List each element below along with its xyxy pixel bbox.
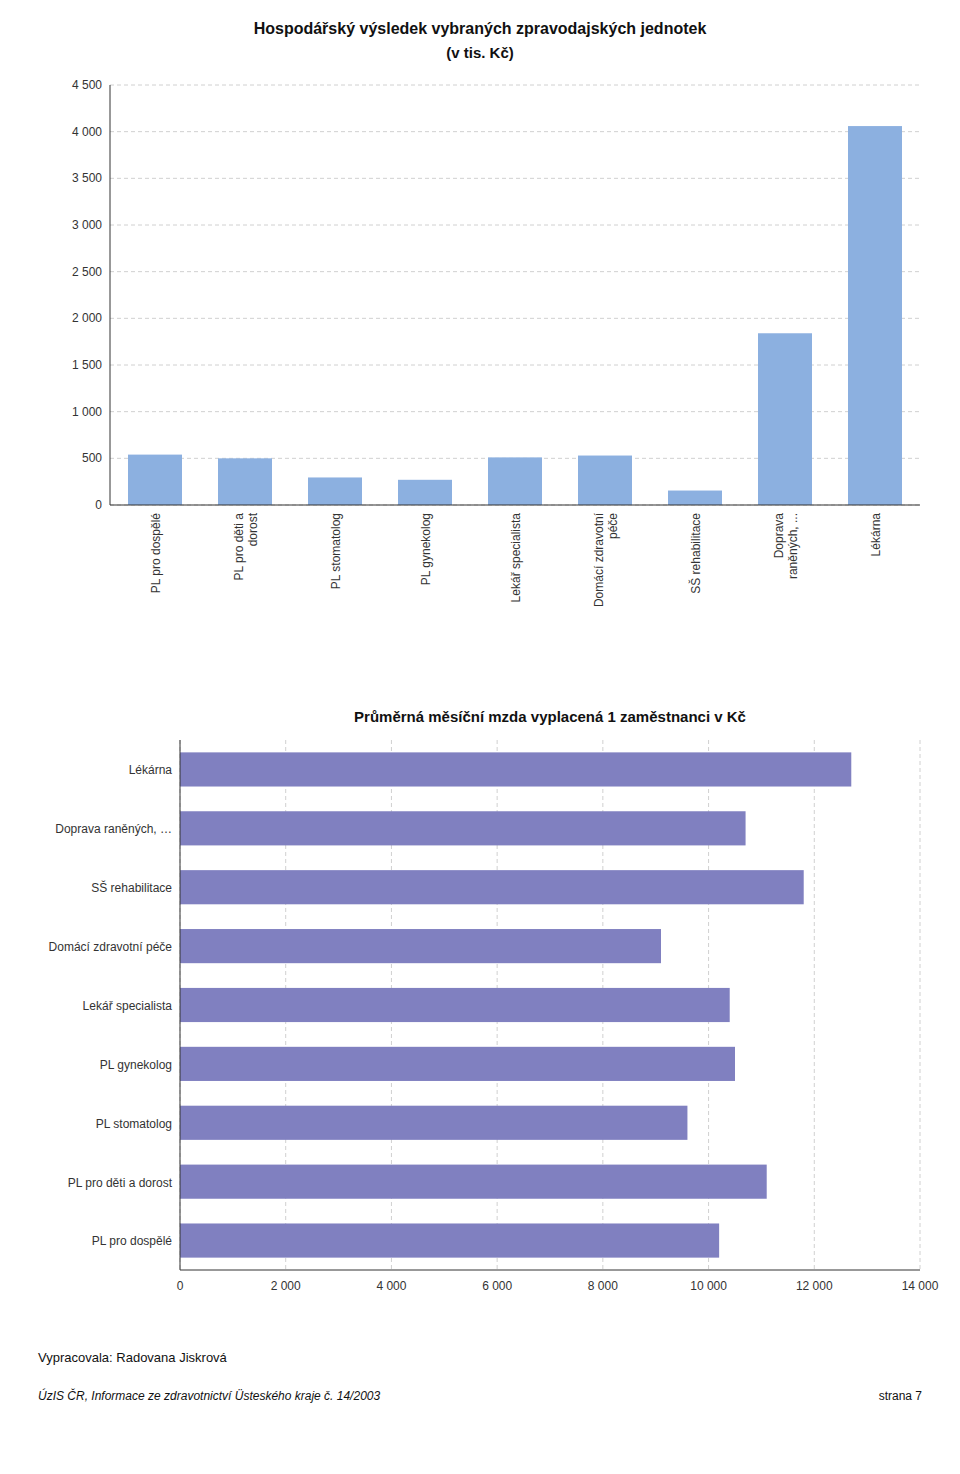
- bar: [398, 480, 452, 505]
- grid-line: [110, 131, 920, 132]
- grid-line: [110, 505, 920, 506]
- bar: [180, 870, 804, 904]
- y-tick-label: Lekář specialista: [83, 999, 173, 1013]
- y-tick-label: 3 000: [72, 218, 102, 232]
- bar: [128, 455, 182, 505]
- y-tick-label: 1 000: [72, 405, 102, 419]
- y-tick-label: Lékárna: [129, 763, 173, 777]
- annotation: strana 7: [879, 1389, 923, 1403]
- y-tick-label: PL gynekolog: [100, 1058, 172, 1072]
- x-tick-label: PL stomatolog: [329, 513, 343, 589]
- bar: [180, 988, 730, 1022]
- grid-line: [110, 225, 920, 226]
- x-tick-label: Dopravaraněných, ...: [772, 513, 800, 579]
- bar: [578, 456, 632, 505]
- x-tick-label: PL gynekolog: [419, 513, 433, 585]
- y-tick-label: Domácí zdravotní péče: [49, 940, 173, 954]
- y-axis-line: [180, 740, 181, 1270]
- x-tick-label: Lekář specialista: [509, 513, 523, 603]
- x-axis-line: [110, 505, 920, 506]
- grid-line: [110, 178, 920, 179]
- page: Hospodářský výsledek vybraných zpravodaj…: [0, 0, 960, 1474]
- x-tick-label: 8 000: [588, 1279, 618, 1293]
- bar: [180, 811, 746, 845]
- bar: [488, 457, 542, 505]
- y-tick-label: 2 500: [72, 265, 102, 279]
- y-tick-label: 1 500: [72, 358, 102, 372]
- grid-line: [110, 318, 920, 319]
- y-tick-label: 500: [82, 451, 102, 465]
- y-tick-label: Doprava raněných, …: [55, 822, 172, 836]
- x-tick-label: 6 000: [482, 1279, 512, 1293]
- y-tick-label: 0: [95, 498, 102, 512]
- y-tick-label: 3 500: [72, 171, 102, 185]
- y-tick-label: PL pro děti a dorost: [68, 1176, 173, 1190]
- title: Hospodářský výsledek vybraných zpravodaj…: [254, 20, 707, 37]
- annotation: Vypracovala: Radovana Jiskrová: [38, 1350, 228, 1365]
- bar: [180, 929, 661, 963]
- y-axis-line: [110, 85, 111, 505]
- bar: [180, 1106, 687, 1140]
- y-tick-label: 4 000: [72, 125, 102, 139]
- x-tick-label: 14 000: [902, 1279, 939, 1293]
- annotation: ÚzIS ČR, Informace ze zdravotnictví Üste…: [38, 1388, 380, 1403]
- x-tick-label: 0: [177, 1279, 184, 1293]
- bar: [218, 458, 272, 505]
- y-tick-label: SŠ rehabilitace: [91, 880, 172, 895]
- subtitle: (v tis. Kč): [446, 44, 514, 61]
- x-tick-label: Lékárna: [869, 513, 883, 557]
- x-tick-label: 4 000: [376, 1279, 406, 1293]
- bar: [180, 1223, 719, 1257]
- x-axis-line: [180, 1270, 920, 1271]
- y-tick-label: 2 000: [72, 311, 102, 325]
- x-tick-label: Domácí zdravotnípéče: [592, 512, 620, 607]
- grid-line: [110, 271, 920, 272]
- bars: [180, 752, 851, 1257]
- y-tick-label: PL stomatolog: [96, 1117, 172, 1131]
- grid-line: [110, 85, 920, 86]
- x-tick-label: 12 000: [796, 1279, 833, 1293]
- grid-line: [814, 740, 815, 1270]
- bars: [128, 126, 902, 505]
- x-tick-label: SŠ rehabilitace: [688, 513, 703, 594]
- x-tick-label: 2 000: [271, 1279, 301, 1293]
- bar: [848, 126, 902, 505]
- bar: [668, 491, 722, 505]
- bar: [180, 752, 851, 786]
- x-tick-label: PL pro dospělé: [149, 513, 163, 594]
- chart-title: Průměrná měsíční mzda vyplacená 1 zaměst…: [354, 708, 746, 725]
- grid-line: [920, 740, 921, 1270]
- bar: [308, 477, 362, 505]
- grid-line: [180, 740, 181, 1270]
- x-tick-label: 10 000: [690, 1279, 727, 1293]
- bar: [180, 1047, 735, 1081]
- x-tick-label: PL pro děti adorost: [232, 512, 260, 580]
- y-tick-label: 4 500: [72, 78, 102, 92]
- bar: [180, 1165, 767, 1199]
- bar: [758, 333, 812, 505]
- y-tick-label: PL pro dospělé: [92, 1234, 173, 1248]
